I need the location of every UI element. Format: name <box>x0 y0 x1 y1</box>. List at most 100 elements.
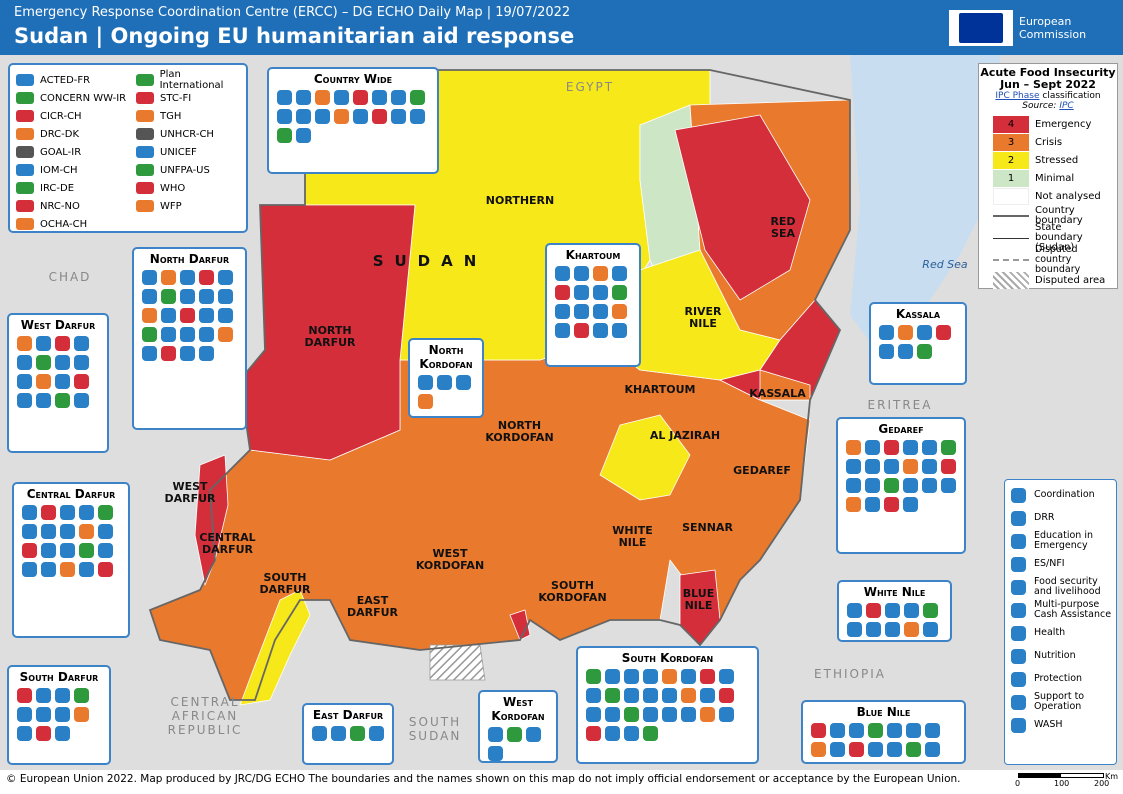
sector-icon <box>17 374 32 389</box>
sector-icon <box>898 344 913 359</box>
state-label: BLUE NILE <box>682 587 715 612</box>
sector-icon <box>17 688 32 703</box>
scale-label: Km <box>1105 772 1119 781</box>
sector-label: Coordination <box>1034 489 1095 500</box>
state-label: NORTHERN <box>485 194 555 207</box>
legend-text: State boundary (Sudan) <box>1035 222 1083 253</box>
response-box: White Nile <box>837 580 952 642</box>
sector-row: Food security and livelihood <box>1005 576 1116 598</box>
sector-icon <box>74 374 89 389</box>
sector-icon <box>218 327 233 342</box>
sector-label: Health <box>1034 627 1066 638</box>
sector-icon <box>98 543 113 558</box>
sector-icon <box>624 669 639 684</box>
sector-icon <box>17 393 32 408</box>
sector-icon <box>369 726 384 741</box>
sector-icon <box>1011 602 1026 618</box>
sector-legend: Coordination DRR Education in Emergency ES/… <box>1004 479 1117 765</box>
state-label: NORTH DARFUR <box>304 324 356 349</box>
sector-icon <box>925 723 940 738</box>
partner-logo <box>16 164 34 176</box>
sector-icon <box>17 336 32 351</box>
icon-grid <box>547 262 639 342</box>
partner-name: WFP <box>160 200 182 212</box>
sector-icon <box>612 323 627 338</box>
sector-icon <box>923 603 938 618</box>
sector-icon <box>331 726 346 741</box>
partner-row: IRC-DE <box>16 179 126 197</box>
sector-icon <box>903 478 918 493</box>
sector-row: Education in Emergency <box>1005 530 1116 552</box>
sector-icon <box>830 742 845 757</box>
partner-logo <box>16 110 34 122</box>
sector-icon <box>574 323 589 338</box>
sector-label: Support to Operation <box>1034 691 1085 712</box>
icon-grid <box>578 665 757 745</box>
sector-icon <box>199 346 214 361</box>
sector-icon <box>811 742 826 757</box>
phase-swatch: 4 <box>993 115 1029 133</box>
partner-name: CICR-CH <box>40 110 82 122</box>
phase-label: Stressed <box>1035 154 1079 166</box>
sector-icon <box>643 688 658 703</box>
sector-icon <box>555 323 570 338</box>
ipc-link[interactable]: IPC Phase <box>995 91 1040 101</box>
sector-icon <box>624 726 639 741</box>
box-title: Blue Nile <box>856 705 911 719</box>
icon-grid <box>269 86 437 147</box>
title: Sudan | Ongoing EU humanitarian aid resp… <box>14 24 575 48</box>
sector-icon <box>79 562 94 577</box>
sector-icon <box>391 109 406 124</box>
sector-icon <box>574 266 589 281</box>
sector-label: Protection <box>1034 673 1083 684</box>
sector-icon <box>846 497 861 512</box>
sector-icon <box>941 478 956 493</box>
sector-icon <box>941 440 956 455</box>
partner-name: UNICEF <box>160 146 197 158</box>
country-label: CHAD <box>48 270 92 284</box>
sector-icon <box>315 109 330 124</box>
sector-icon <box>277 90 292 105</box>
partner-logo <box>16 128 34 140</box>
partners-legend: ACTED-FR CONCERN WW-IR CICR-CH DRC-DK GOAL-I… <box>8 63 248 233</box>
sector-icon <box>507 727 522 742</box>
partner-logo <box>136 110 154 122</box>
sector-icon <box>885 603 900 618</box>
sector-icon <box>488 727 503 742</box>
sector-icon <box>41 543 56 558</box>
sector-icon <box>55 707 70 722</box>
sector-icon <box>624 688 639 703</box>
sector-icon <box>296 128 311 143</box>
sector-icon <box>593 285 608 300</box>
sector-icon <box>662 707 677 722</box>
sector-icon <box>161 308 176 323</box>
sector-icon <box>846 478 861 493</box>
sector-icon <box>199 327 214 342</box>
sector-icon <box>906 742 921 757</box>
sector-icon <box>662 669 677 684</box>
box-title: White Nile <box>863 585 926 599</box>
partner-row: WHO <box>136 179 246 197</box>
partner-name: CONCERN WW-IR <box>40 92 127 104</box>
state-label: WEST DARFUR <box>164 480 216 505</box>
sector-icon <box>555 285 570 300</box>
scale-label: 200 <box>1094 779 1110 788</box>
sector-icon <box>296 90 311 105</box>
partner-name: UNFPA-US <box>160 164 210 176</box>
sector-icon <box>79 543 94 558</box>
response-box: West Darfur <box>7 313 109 453</box>
sector-icon <box>868 723 883 738</box>
sector-icon <box>79 505 94 520</box>
sector-icon <box>74 393 89 408</box>
sector-icon <box>74 707 89 722</box>
response-box: North Kordofan <box>408 338 484 418</box>
ipc-link[interactable]: IPC <box>1059 101 1074 111</box>
sector-icon <box>199 289 214 304</box>
sector-icon <box>1011 510 1026 526</box>
legend-period: Jun – Sept 2022 <box>1000 78 1096 91</box>
partner-row: DRC-DK <box>16 125 126 143</box>
sector-icon <box>142 346 157 361</box>
phase-label: Crisis <box>1035 136 1063 148</box>
sector-icon <box>904 603 919 618</box>
subtitle: Emergency Response Coordination Centre (… <box>14 5 571 20</box>
